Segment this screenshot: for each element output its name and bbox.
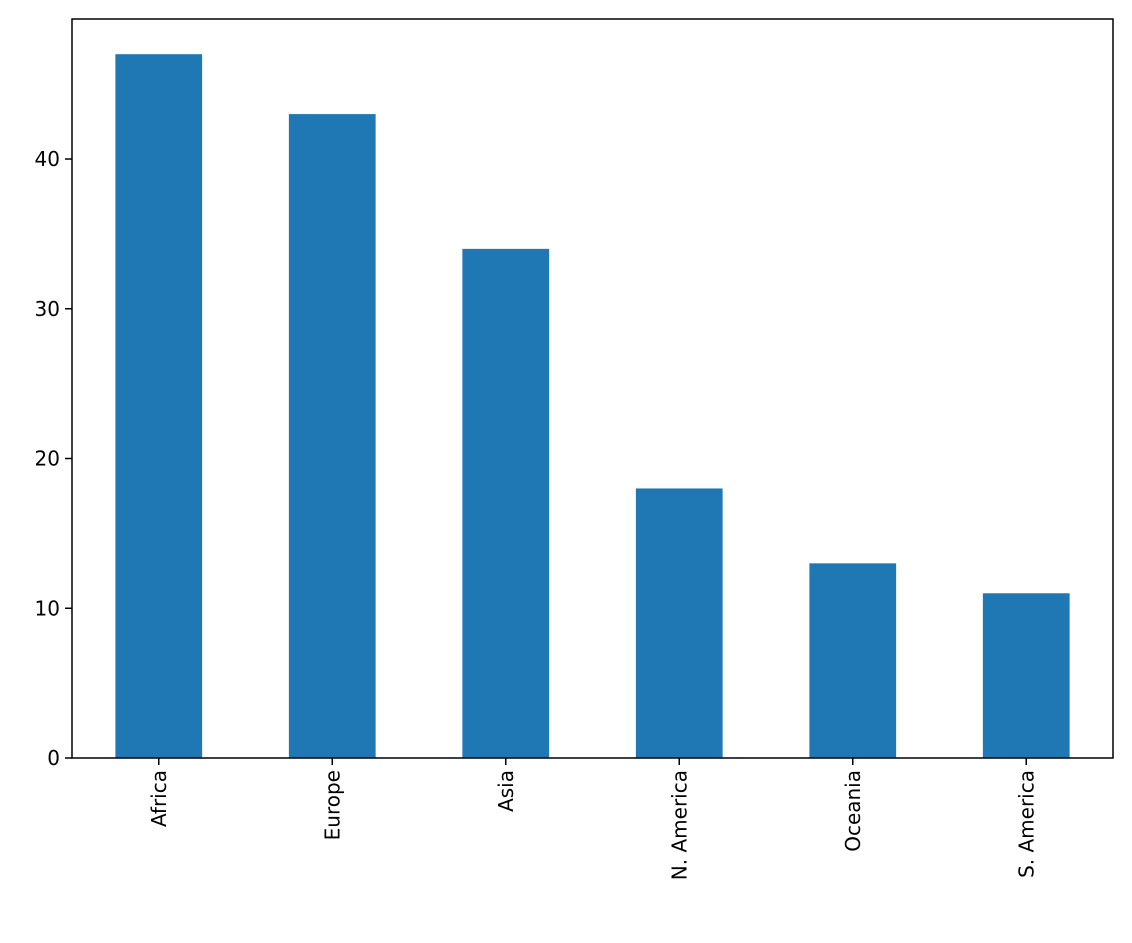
x-tick-label: Africa (147, 770, 171, 827)
x-tick-label: Oceania (841, 770, 865, 852)
bar (635, 488, 723, 758)
x-tick-label: N. America (667, 770, 691, 880)
bar (982, 593, 1070, 758)
bar (288, 114, 376, 758)
bar (115, 54, 203, 758)
plot-frame (71, 18, 1114, 759)
y-tick-label: 0 (47, 746, 60, 770)
x-tick-label: Europe (320, 770, 344, 840)
y-tick-label: 40 (35, 147, 60, 171)
x-tick-label: Asia (494, 770, 518, 812)
x-tick-label: S. America (1014, 770, 1038, 878)
y-tick-label: 10 (35, 596, 60, 620)
y-tick-label: 30 (35, 297, 60, 321)
bar (462, 248, 550, 758)
y-tick-label: 20 (35, 447, 60, 471)
bar (809, 563, 897, 758)
